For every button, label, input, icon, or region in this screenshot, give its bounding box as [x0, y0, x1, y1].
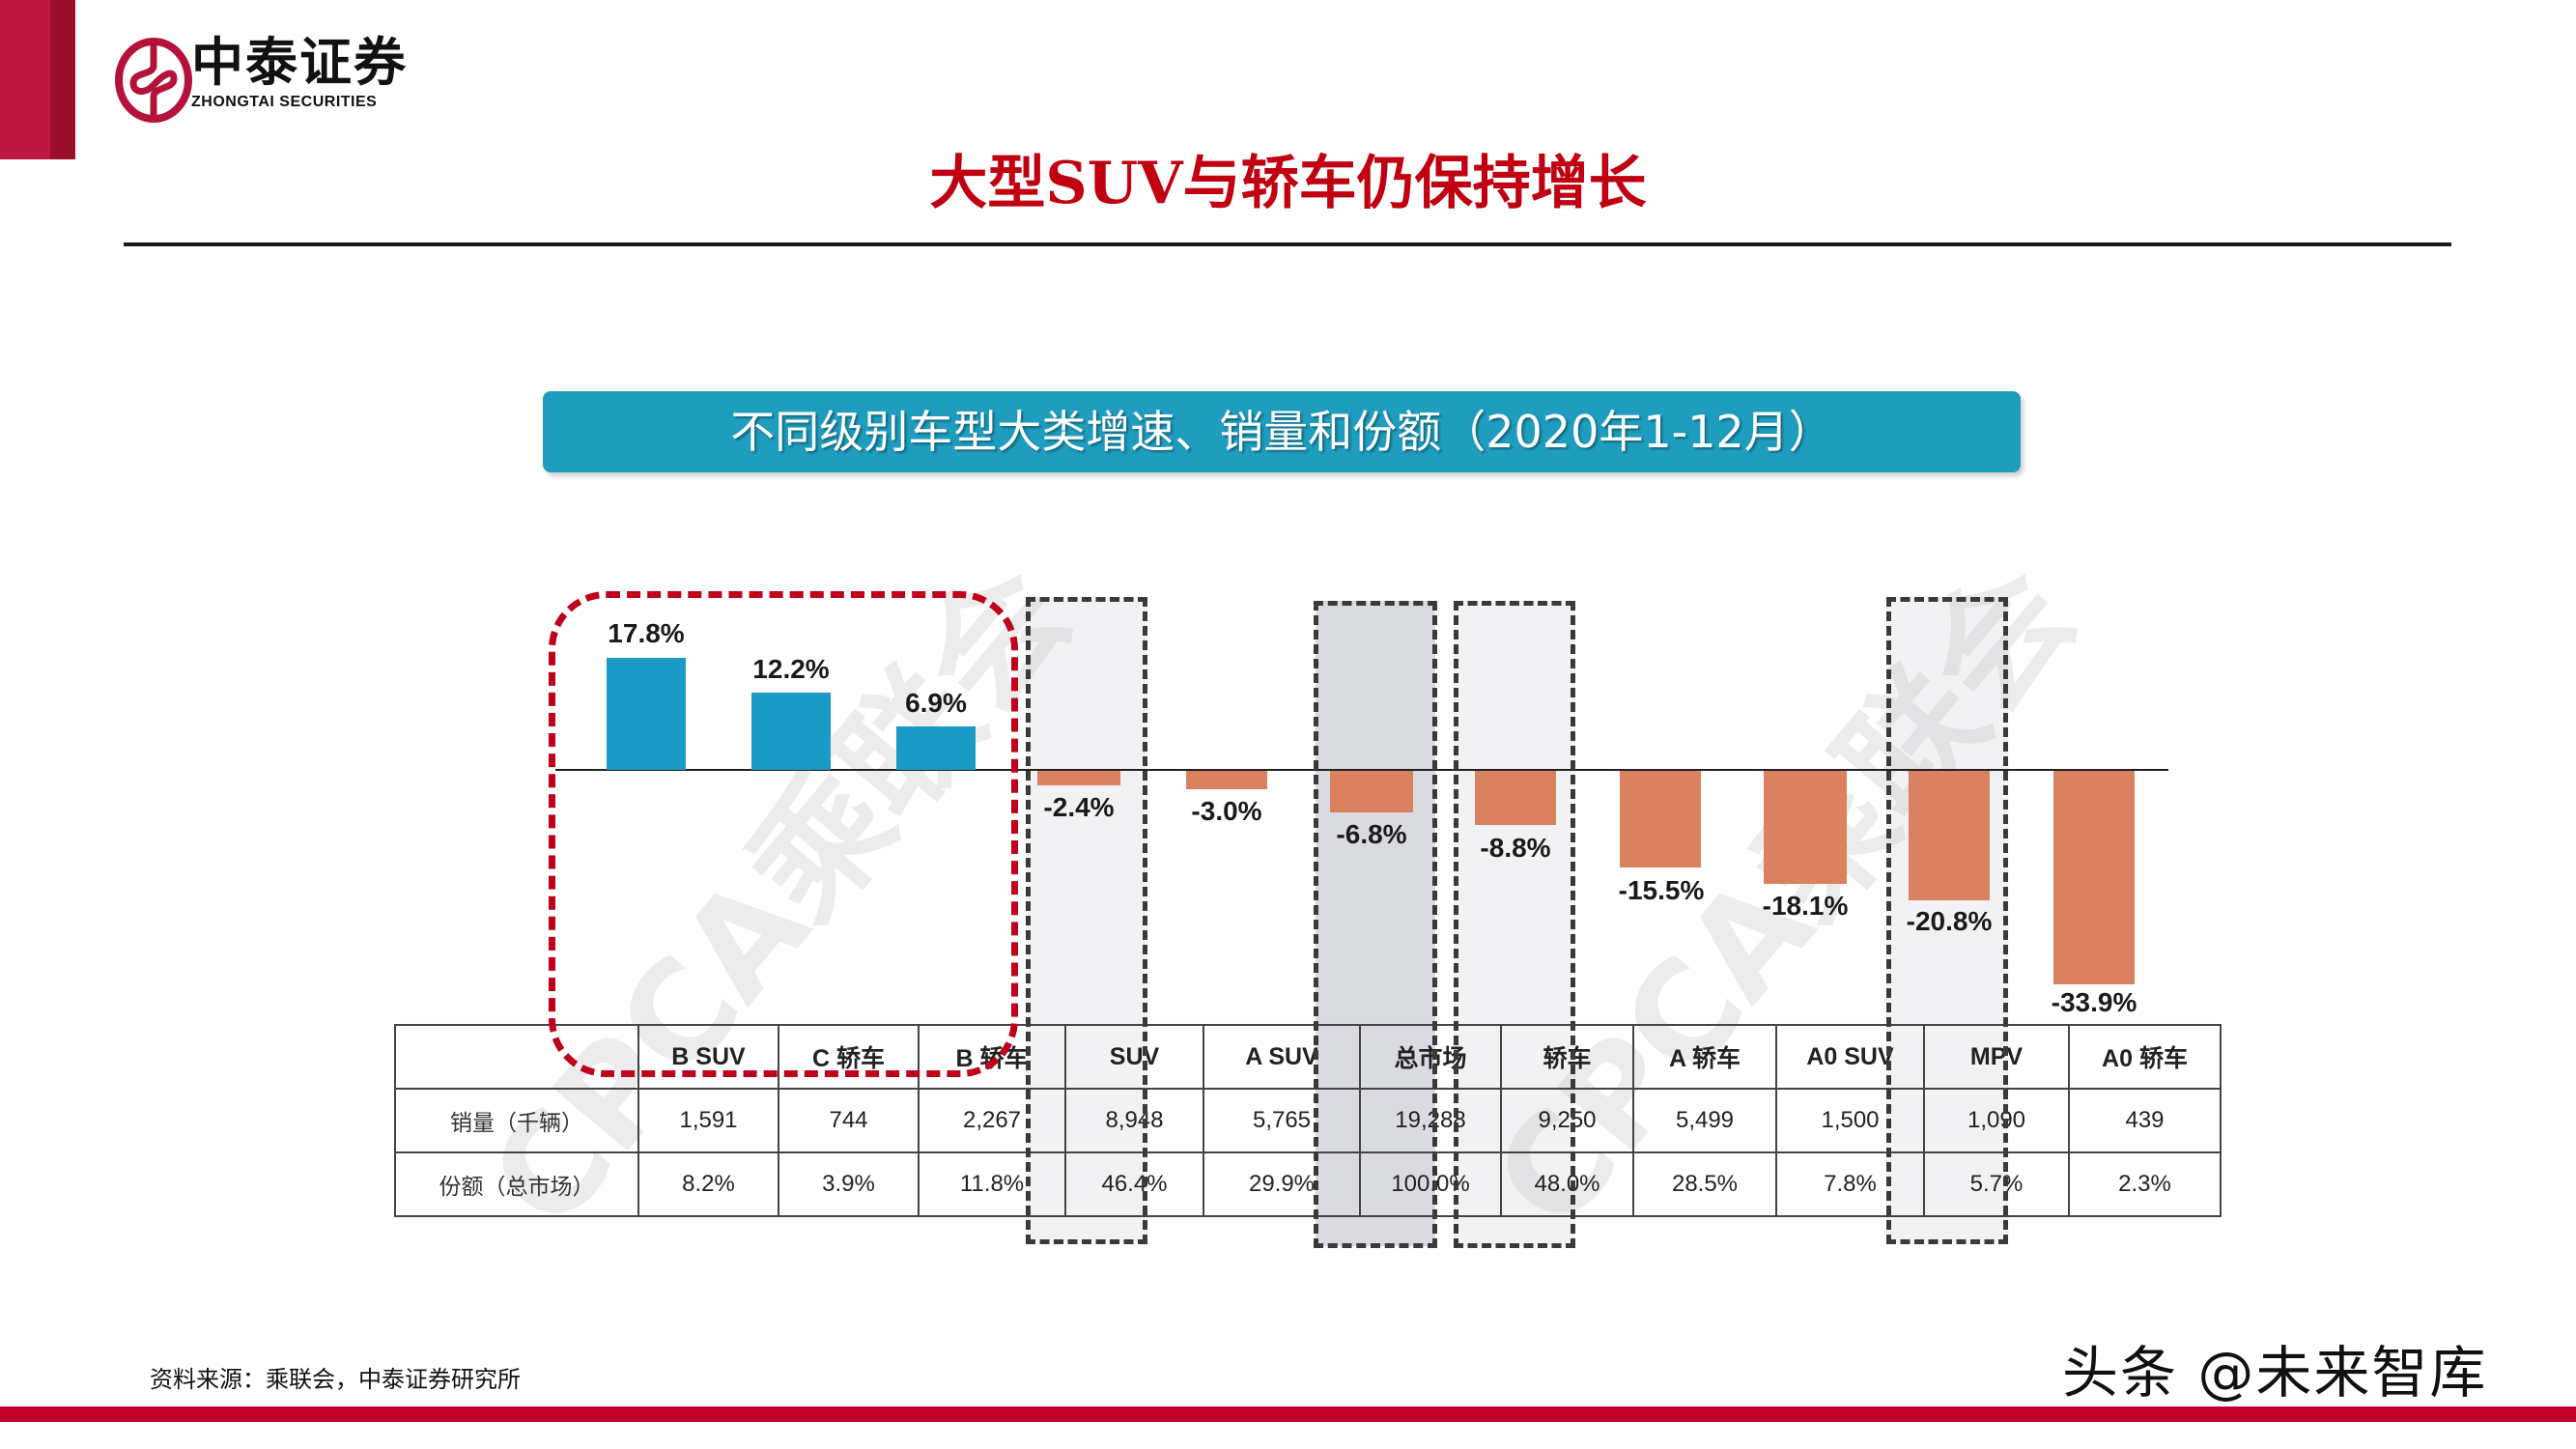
table-cell: 11.8%: [918, 1151, 1066, 1217]
zhongtai-logo-icon: [114, 37, 193, 124]
table-cell: 5,499: [1632, 1088, 1777, 1153]
value-label-total-market: -6.8%: [1336, 819, 1407, 849]
column-header: 轿车: [1500, 1024, 1634, 1090]
table-cell: 1,591: [637, 1088, 779, 1153]
table-cell: 5.7%: [1923, 1151, 2070, 1217]
table-cell: 48.0%: [1500, 1151, 1634, 1217]
slide-title: 大型SUV与轿车仍保持增长: [929, 150, 1647, 217]
data-table: B SUV C 轿车 B 轿车 SUV A SUV 总市场 轿车 A 轿车 A0…: [394, 1024, 2222, 1217]
title-divider: [124, 242, 2451, 246]
table-header-row: B SUV C 轿车 B 轿车 SUV A SUV 总市场 轿车 A 轿车 A0…: [394, 1024, 2222, 1090]
table-cell: 5,765: [1203, 1088, 1361, 1153]
column-header: A0 SUV: [1775, 1024, 1925, 1090]
value-label-a-sedan: -15.5%: [1618, 875, 1705, 905]
bar-a0-sedan: [2053, 771, 2135, 984]
column-header: C 轿车: [778, 1024, 920, 1090]
highlight-frame-sedan: [1454, 601, 1575, 1248]
value-label-a-suv: -3.0%: [1191, 796, 1262, 826]
table-row-sales: 销量（千辆） 1,591 744 2,267 8,948 5,765 19,28…: [394, 1088, 2222, 1153]
column-header: MPV: [1923, 1024, 2070, 1090]
value-label-b-suv: 17.8%: [608, 618, 685, 648]
bar-c-sedan: [751, 693, 831, 770]
bar-suv: [1037, 771, 1120, 785]
table-cell: 8.2%: [637, 1151, 779, 1217]
bar-b-suv: [607, 658, 686, 770]
table-cell: 744: [778, 1088, 920, 1153]
bar-a-suv: [1186, 771, 1267, 789]
brand-band: [0, 0, 50, 159]
bar-a-sedan: [1620, 771, 1701, 867]
value-label-a0-sedan: -33.9%: [2051, 987, 2137, 1017]
value-label-b-sedan: 6.9%: [905, 688, 967, 718]
bar-a0-suv: [1764, 771, 1847, 884]
column-header: A SUV: [1203, 1024, 1361, 1090]
value-label-mpv: -20.8%: [1906, 906, 1993, 936]
highlight-frame-suv: [1026, 597, 1147, 1244]
table-cell: 439: [2068, 1088, 2222, 1153]
footer-bar: [0, 1406, 2576, 1422]
value-label-c-sedan: 12.2%: [752, 654, 830, 684]
column-header: SUV: [1064, 1024, 1204, 1090]
chart-title-banner: 不同级别车型大类增速、销量和份额（2020年1-12月）: [543, 391, 2021, 472]
bar-b-sedan: [896, 726, 976, 770]
table-cell: 46.4%: [1064, 1151, 1204, 1217]
value-label-suv: -2.4%: [1043, 792, 1115, 822]
logo-company-name-en: ZHONGTAI SECURITIES: [191, 94, 378, 110]
highlight-frame-growth-group: [549, 591, 1018, 1077]
column-header: A 轿车: [1632, 1024, 1777, 1090]
table-cell: 1,090: [1923, 1088, 2070, 1153]
logo-company-name-cn: 中泰证券: [191, 32, 408, 93]
table-row-share: 份额（总市场） 8.2% 3.9% 11.8% 46.4% 29.9% 100.…: [394, 1151, 2222, 1217]
table-cell: 29.9%: [1203, 1151, 1361, 1217]
table-cell: 2,267: [918, 1088, 1066, 1153]
table-cell: 100.0%: [1359, 1151, 1502, 1217]
table-cell: 7.8%: [1775, 1151, 1925, 1217]
bar-total-market: [1330, 771, 1413, 812]
column-header: B SUV: [637, 1024, 779, 1090]
column-header: 总市场: [1359, 1024, 1502, 1090]
zero-axis: [555, 769, 2168, 771]
value-label-a0-suv: -18.1%: [1762, 891, 1849, 921]
highlight-frame-mpv: [1886, 597, 2008, 1244]
footer-watermark-brand: 头条 @未来智库: [2062, 1340, 2488, 1406]
row-header-share: 份额（总市场）: [394, 1151, 639, 1217]
table-cell: 1,500: [1775, 1088, 1925, 1153]
row-header-sales: 销量（千辆）: [394, 1088, 639, 1153]
value-label-sedan: -8.8%: [1480, 833, 1551, 863]
table-cell: 9,250: [1500, 1088, 1634, 1153]
table-cell: 2.3%: [2068, 1151, 2222, 1217]
bar-sedan: [1475, 771, 1556, 825]
bar-mpv: [1909, 771, 1990, 900]
column-header: A0 轿车: [2068, 1024, 2222, 1090]
table-cell: 28.5%: [1632, 1151, 1777, 1217]
source-note: 资料来源：乘联会，中泰证券研究所: [150, 1366, 521, 1393]
highlight-frame-total-market: [1314, 601, 1437, 1248]
brand-band-dark: [50, 0, 75, 159]
table-cell: 3.9%: [778, 1151, 920, 1217]
table-cell: 8,948: [1064, 1088, 1204, 1153]
